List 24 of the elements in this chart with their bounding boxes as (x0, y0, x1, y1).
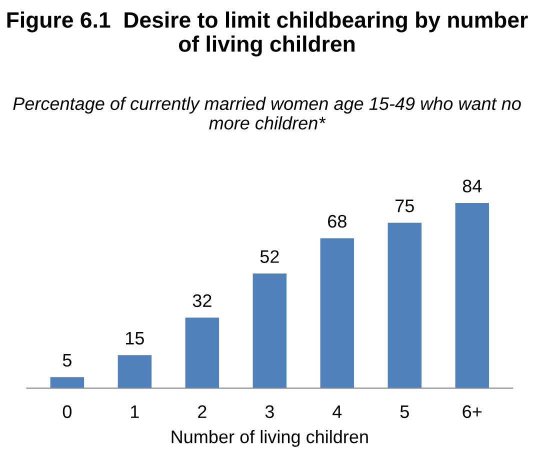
data-label: 32 (192, 294, 212, 308)
bar (185, 318, 220, 388)
x-tick-label: 3 (265, 405, 274, 418)
data-label: 75 (396, 200, 414, 212)
chart-subtitle: Percentage of currently married women age 15-49 who want no more children* (13, 96, 521, 130)
x-tick-label: 1 (131, 405, 139, 418)
chart-title: Figure 6.1 Desire to limit childbearing by number of living children (7, 12, 528, 56)
data-label: 52 (260, 250, 279, 263)
data-label: 68 (328, 214, 346, 228)
x-axis-title: Number of living children (172, 430, 368, 447)
data-label: 84 (462, 180, 482, 192)
x-tick-label: 6+ (462, 405, 482, 418)
data-label: 5 (62, 354, 72, 367)
bar (50, 377, 84, 388)
x-tick-label: 5 (400, 405, 409, 418)
x-tick-label: 4 (332, 405, 342, 418)
x-tick-label: 2 (198, 405, 206, 418)
x-tick-label: 0 (62, 405, 72, 418)
bar (320, 238, 354, 388)
data-label: 15 (126, 332, 144, 345)
bar (455, 202, 490, 388)
bar (252, 274, 287, 388)
bar (118, 355, 152, 388)
bar (388, 222, 422, 388)
